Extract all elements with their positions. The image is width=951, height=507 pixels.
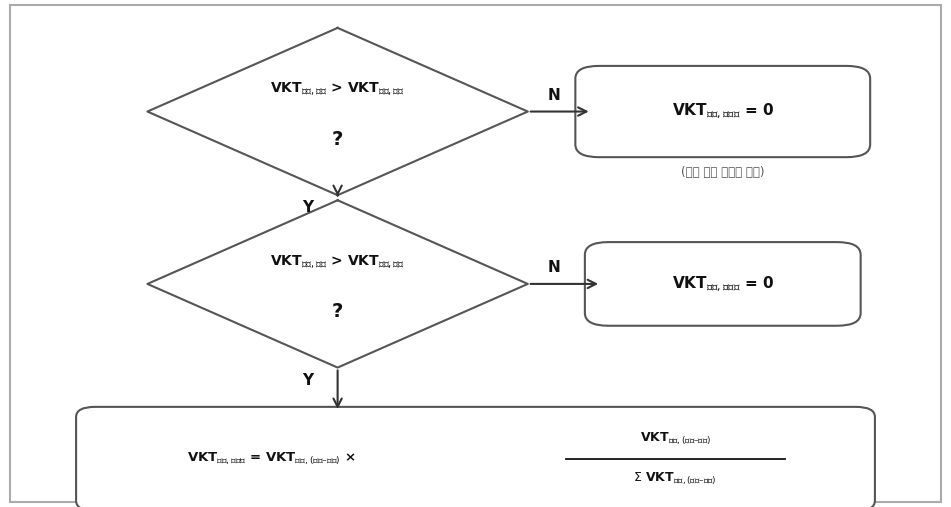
Text: VKT$_{\sf{시군,이론}}$ > VKT$_{\sf{시군,실측}}$: VKT$_{\sf{시군,이론}}$ > VKT$_{\sf{시군,실측}}$ bbox=[270, 252, 405, 270]
Text: ?: ? bbox=[332, 302, 343, 321]
Text: VKT$_{\sf{시군,(이론–실측)}}$: VKT$_{\sf{시군,(이론–실측)}}$ bbox=[640, 430, 710, 447]
Text: VKT$_{\sf{전국,이론}}$ > VKT$_{\sf{전국,실측}}$: VKT$_{\sf{전국,이론}}$ > VKT$_{\sf{전국,실측}}$ bbox=[270, 80, 405, 97]
Text: Y: Y bbox=[301, 200, 313, 215]
Text: Y: Y bbox=[301, 373, 313, 388]
FancyBboxPatch shape bbox=[76, 407, 875, 507]
Text: VKT$_{\sf{전국,비실측}}$ = 0: VKT$_{\sf{전국,비실측}}$ = 0 bbox=[671, 102, 774, 121]
Text: VKT$_{\sf{시군,비실측}}$ = 0: VKT$_{\sf{시군,비실측}}$ = 0 bbox=[671, 274, 774, 294]
Text: N: N bbox=[548, 260, 561, 275]
FancyBboxPatch shape bbox=[585, 242, 861, 325]
Text: ?: ? bbox=[332, 130, 343, 149]
Text: N: N bbox=[548, 88, 561, 103]
FancyBboxPatch shape bbox=[575, 66, 870, 157]
Polygon shape bbox=[147, 200, 528, 368]
Text: (개별 시군 비실측 포함): (개별 시군 비실측 포함) bbox=[681, 166, 765, 179]
Polygon shape bbox=[147, 28, 528, 195]
Text: $\Sigma$ VKT$_{\sf{시군,(이론 – 실측)}}$: $\Sigma$ VKT$_{\sf{시군,(이론 – 실측)}}$ bbox=[633, 471, 717, 487]
Text: VKT$_{\sf{시군,비실측}}$ = VKT$_{\sf{전국,(이론 – 실측)}}$ ×: VKT$_{\sf{시군,비실측}}$ = VKT$_{\sf{전국,(이론 –… bbox=[186, 451, 356, 467]
